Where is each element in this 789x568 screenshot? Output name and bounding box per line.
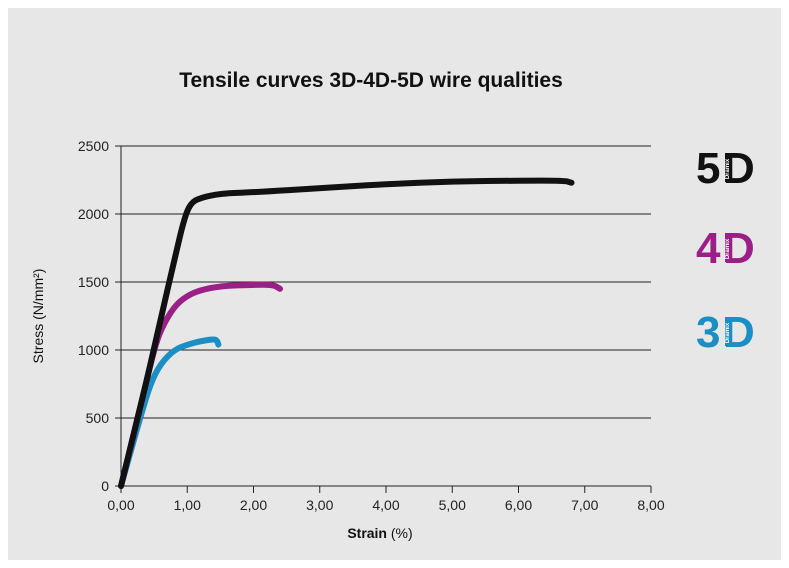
brand-tag-text: Dramix bbox=[725, 238, 732, 260]
brand-letter: D bbox=[723, 308, 755, 357]
x-tick-label: 2,00 bbox=[240, 497, 267, 513]
x-tick-label: 6,00 bbox=[505, 497, 532, 513]
series-line-5D bbox=[118, 177, 575, 489]
x-tick-label: 0,00 bbox=[107, 497, 134, 513]
brand-number: 3 bbox=[696, 308, 721, 357]
brand-tag-text: Dramix bbox=[725, 322, 732, 344]
x-tick-label: 1,00 bbox=[174, 497, 201, 513]
series-line-3D bbox=[118, 336, 222, 489]
y-tick-label: 1000 bbox=[78, 342, 109, 358]
brand-label-3d: 3 D Dramix bbox=[696, 308, 776, 357]
brand-letter: D bbox=[723, 224, 755, 273]
x-tick-label: 4,00 bbox=[372, 497, 399, 513]
y-tick-label: 500 bbox=[86, 410, 110, 426]
brand-tag-bar bbox=[725, 153, 731, 182]
y-tick-label: 1500 bbox=[78, 274, 109, 290]
brand-tag-text: Dramix bbox=[725, 158, 732, 180]
x-tick-label: 8,00 bbox=[637, 497, 664, 513]
x-tick-label: 3,00 bbox=[306, 497, 333, 513]
y-tick-label: 2000 bbox=[78, 206, 109, 222]
chart-title: Tensile curves 3D-4D-5D wire qualities bbox=[179, 69, 563, 92]
brand-tag-bar bbox=[725, 233, 731, 262]
brand-tag-bar bbox=[725, 317, 731, 346]
brand-number: 5 bbox=[696, 144, 721, 193]
brand-label-4d: 4 D Dramix bbox=[696, 224, 776, 273]
brand-label-5d: 5 D Dramix bbox=[696, 144, 776, 193]
tensile-chart: Tensile curves 3D-4D-5D wire qualities 0 5… bbox=[30, 69, 665, 541]
x-tick-label: 5,00 bbox=[439, 497, 466, 513]
brand-letter: D bbox=[723, 144, 755, 193]
y-tick-label: 0 bbox=[101, 478, 109, 494]
brand-number: 4 bbox=[696, 224, 721, 273]
x-tick-label: 7,00 bbox=[571, 497, 598, 513]
y-axis-label: Stress (N/mm²) bbox=[30, 269, 46, 364]
y-tick-label: 2500 bbox=[78, 138, 109, 154]
chart-panel: Tensile curves 3D-4D-5D wire qualities 0 5… bbox=[8, 8, 781, 560]
x-axis-label: Strain (%) bbox=[347, 525, 412, 541]
